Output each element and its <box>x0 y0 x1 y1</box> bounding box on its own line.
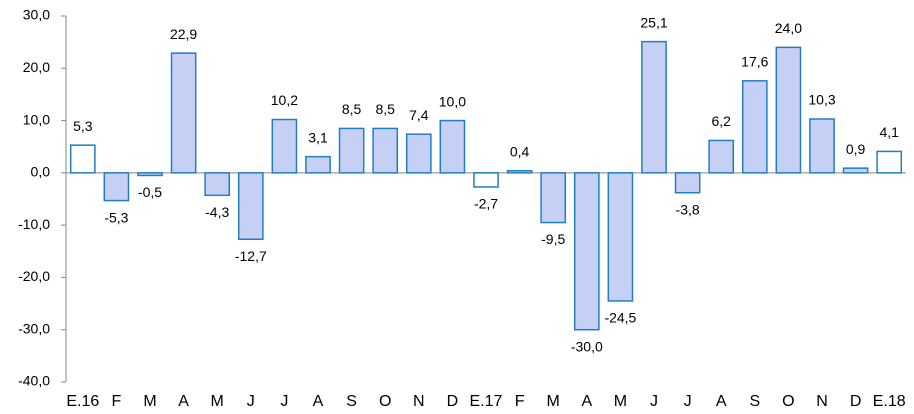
bar <box>708 139 735 174</box>
x-tick-label: O <box>782 393 794 410</box>
bar <box>641 40 667 174</box>
value-label: 5,3 <box>73 118 93 134</box>
x-tick-label: J <box>280 393 288 410</box>
x-tick-label: A <box>581 393 592 410</box>
x-tick-label: S <box>749 393 760 410</box>
bar <box>741 80 768 174</box>
y-tick-label: 20,0 <box>23 59 50 75</box>
x-tick-label: D <box>447 393 459 410</box>
value-label: -2,7 <box>474 196 498 212</box>
value-label: 3,1 <box>308 129 328 145</box>
y-tick-label: 30,0 <box>23 7 50 23</box>
bar <box>674 172 701 194</box>
x-tick-label: S <box>346 393 357 410</box>
x-tick-label: F <box>112 393 122 410</box>
x-tick-label: F <box>515 393 525 410</box>
x-tick-label: M <box>547 393 560 410</box>
bar <box>69 144 96 174</box>
x-tick-label: E.17 <box>470 393 503 410</box>
bar <box>775 46 802 174</box>
value-label: 10,3 <box>808 92 835 108</box>
value-label: 0,9 <box>846 141 866 157</box>
x-tick-label: N <box>413 393 425 410</box>
value-label: -30,0 <box>571 338 603 354</box>
value-label: -5,3 <box>104 209 128 225</box>
x-tick-label: D <box>850 393 862 410</box>
x-tick-label: O <box>379 393 391 410</box>
value-label: 8,5 <box>342 101 362 117</box>
x-tick-label: J <box>247 393 255 410</box>
value-label: 22,9 <box>170 26 197 42</box>
bar <box>607 172 634 302</box>
value-label: 25,1 <box>640 14 667 30</box>
x-tick-label: E.18 <box>873 393 906 410</box>
x-tick-label: M <box>614 393 627 410</box>
bar <box>271 118 298 174</box>
x-tick-label: M <box>211 393 224 410</box>
bar <box>204 172 231 197</box>
value-label: 17,6 <box>741 54 768 70</box>
bar <box>305 155 331 174</box>
x-tick-label: A <box>716 393 727 410</box>
value-label: 0,4 <box>510 143 530 159</box>
y-tick-label: 0,0 <box>31 164 51 180</box>
y-tick-label: -10,0 <box>18 216 50 232</box>
bar <box>842 167 869 174</box>
bar <box>170 52 197 174</box>
value-label: 7,4 <box>409 107 429 123</box>
bar <box>876 150 903 174</box>
y-tick-label: -30,0 <box>18 320 50 336</box>
bar <box>372 127 399 174</box>
bar <box>473 172 499 188</box>
value-label: 6,2 <box>711 113 731 129</box>
value-label: 10,0 <box>439 93 466 109</box>
value-label: 4,1 <box>879 124 899 140</box>
value-label: -0,5 <box>138 184 162 200</box>
value-label: 10,2 <box>271 92 298 108</box>
bar <box>439 119 466 174</box>
value-label: -4,3 <box>205 204 229 220</box>
bar <box>506 170 533 174</box>
x-tick-label: J <box>650 393 658 410</box>
value-label: 24,0 <box>775 20 802 36</box>
bar <box>237 172 264 241</box>
y-tick-label: 10,0 <box>23 111 50 127</box>
value-label: -24,5 <box>604 310 636 326</box>
x-tick-label: M <box>143 393 156 410</box>
bar <box>540 172 567 224</box>
bar <box>338 127 365 174</box>
value-label: -3,8 <box>676 201 700 217</box>
y-tick-label: -20,0 <box>18 268 50 284</box>
bar <box>137 172 163 177</box>
x-tick-label: A <box>178 393 189 410</box>
value-label: -9,5 <box>541 231 565 247</box>
y-tick-label: -40,0 <box>18 373 50 389</box>
x-tick-label: E.16 <box>66 393 99 410</box>
bar <box>809 118 835 174</box>
bar <box>405 133 432 174</box>
x-tick-label: A <box>313 393 324 410</box>
value-label: 8,5 <box>375 101 395 117</box>
x-tick-label: N <box>816 393 828 410</box>
bar <box>573 172 600 331</box>
bar <box>103 172 130 202</box>
value-label: -12,7 <box>235 248 267 264</box>
x-tick-label: J <box>684 393 692 410</box>
